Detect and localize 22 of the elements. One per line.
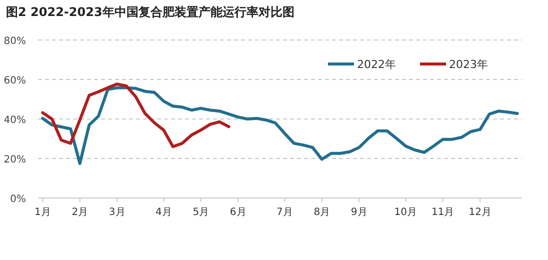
x-tick-label: 12月 (468, 207, 492, 218)
y-tick-label: 80% (4, 36, 26, 47)
legend-label: 2023年 (449, 58, 488, 71)
y-tick-label: 40% (4, 115, 26, 126)
line-series (41, 86, 519, 165)
x-tick-label: 1月 (34, 207, 51, 218)
chart-title: 图2 2022-2023年中国复合肥装置产能运行率对比图 (6, 5, 294, 19)
x-tick-label: 9月 (350, 207, 368, 218)
x-tick-label: 10月 (394, 207, 418, 218)
x-tick-label: 2月 (72, 207, 88, 218)
y-tick-label: 0% (10, 194, 26, 205)
x-tick-label: 8月 (314, 207, 330, 218)
x-tick-label: 4月 (155, 207, 172, 218)
x-tick-label: 11月 (432, 207, 454, 218)
x-tick-label: 3月 (108, 207, 126, 218)
y-tick-label: 20% (4, 154, 26, 166)
legend-label: 2022年 (357, 58, 396, 71)
x-tick-label: 7月 (276, 207, 293, 218)
line-series (41, 82, 230, 148)
x-tick-label: 6月 (230, 207, 246, 218)
x-tick-label: 5月 (192, 207, 210, 218)
y-tick-label: 60% (4, 76, 26, 86)
